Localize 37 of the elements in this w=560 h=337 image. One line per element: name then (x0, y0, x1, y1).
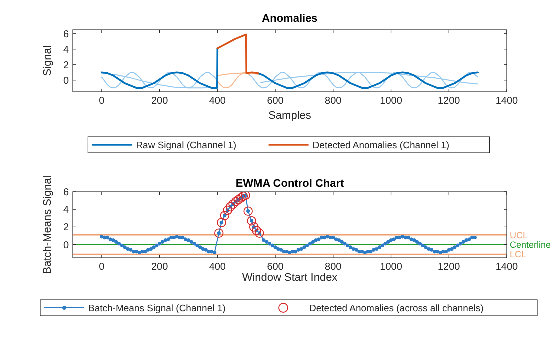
legend-label: Raw Signal (Channel 1) (136, 140, 237, 152)
x-axis-title: Window Start Index (242, 272, 338, 284)
x-tick-label: 1400 (496, 96, 519, 107)
x-tick-label: 1400 (496, 262, 519, 273)
x-tick-label: 400 (209, 96, 226, 107)
x-tick-label: 1200 (438, 262, 461, 273)
y-tick-label: 0 (63, 76, 70, 87)
y-tick-label: 2 (63, 60, 70, 72)
y-tick-label: 4 (63, 205, 70, 216)
legend-label: Batch-Means Signal (Channel 1) (88, 303, 226, 314)
y-tick-label: 4 (63, 44, 70, 56)
y-tick-label: 0 (63, 240, 70, 252)
y-tick-label: 6 (63, 188, 70, 198)
x-tick-label: 0 (99, 262, 106, 273)
legend-label: Detected Anomalies (Channel 1) (312, 140, 450, 152)
ref-line-label: LCL (510, 250, 527, 260)
x-tick-label: 200 (151, 262, 169, 273)
y-axis-title: Batch-Means Signal (42, 176, 54, 274)
ref-line-label: UCL (510, 230, 528, 240)
y-tick-label: 2 (63, 222, 70, 234)
legend-label: Detected Anomalies (across all channels) (310, 303, 484, 314)
x-tick-label: 800 (325, 96, 342, 107)
x-axis-title: Samples (268, 110, 312, 122)
x-tick-label: 600 (267, 262, 284, 273)
x-tick-label: 400 (209, 262, 226, 273)
x-tick-label: 600 (267, 96, 284, 107)
x-tick-label: 1000 (380, 262, 403, 273)
x-tick-label: 0 (99, 96, 106, 107)
chart-title: EWMA Control Chart (236, 178, 345, 190)
ref-line-label: Centerline (510, 240, 552, 250)
chart-title: Anomalies (262, 13, 318, 25)
x-tick-label: 200 (151, 96, 169, 107)
x-tick-label: 1000 (380, 96, 403, 107)
y-tick-label: 6 (63, 29, 70, 40)
y-axis-title: Signal (42, 46, 54, 76)
x-tick-label: 800 (325, 262, 342, 273)
x-tick-label: 1200 (438, 96, 461, 107)
